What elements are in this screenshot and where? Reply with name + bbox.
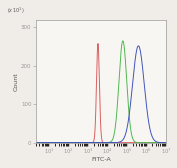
X-axis label: FITC-A: FITC-A bbox=[91, 157, 111, 162]
Text: $(x\,10^1)$: $(x\,10^1)$ bbox=[7, 6, 25, 16]
Y-axis label: Count: Count bbox=[13, 72, 18, 91]
